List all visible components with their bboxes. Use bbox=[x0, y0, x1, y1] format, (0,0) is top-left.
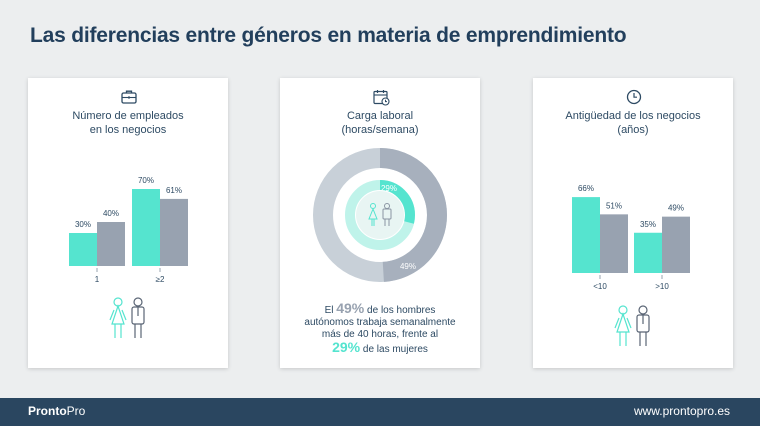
workload-title-line2: (horas/semana) bbox=[341, 124, 419, 136]
age-value-label-1-1: 49% bbox=[668, 204, 684, 213]
age-bar-1-1 bbox=[662, 216, 690, 273]
workload-donut-chart: 29% 49% bbox=[313, 148, 447, 282]
workload-card: Carga laboral (horas/semana) 29% 49% El 4… bbox=[280, 78, 480, 368]
employees-value-label-1-1: 61% bbox=[166, 186, 182, 195]
employees-chart-title: Número de empleados en los negocios bbox=[28, 109, 228, 137]
age-value-label-1-0: 35% bbox=[640, 220, 656, 229]
age-bar-0-1 bbox=[600, 214, 628, 273]
calendar-clock-icon bbox=[373, 90, 390, 106]
age-value-label-0-1: 51% bbox=[606, 201, 622, 210]
website-link[interactable]: www.prontopro.es bbox=[633, 404, 730, 418]
business-age-title-line2: (años) bbox=[617, 124, 649, 136]
age-value-label-0-0: 66% bbox=[578, 184, 594, 193]
employees-bar-0-1 bbox=[97, 222, 125, 266]
clock-icon bbox=[626, 89, 642, 105]
center-disc bbox=[356, 191, 404, 239]
employees-bar-chart: 30% 40% 1 70% 61% ≥2 bbox=[69, 176, 188, 284]
workload-chart-title: Carga laboral (horas/semana) bbox=[280, 109, 480, 137]
employees-bar-1-0 bbox=[132, 189, 160, 266]
age-bar-0-0 bbox=[572, 197, 600, 273]
employees-category-label-1: ≥2 bbox=[156, 275, 165, 284]
statement-men-value: 49% bbox=[336, 300, 365, 316]
workload-statement: El 49% de los hombres autónomos trabaja … bbox=[290, 300, 470, 356]
footer-bar: ProntoPro www.prontopro.es bbox=[0, 398, 760, 426]
brand-light: Pro bbox=[66, 404, 86, 418]
employees-value-label-0-1: 40% bbox=[103, 209, 119, 218]
employees-value-label-1-0: 70% bbox=[138, 176, 154, 185]
business-age-bar-chart: 66% 51% <10 35% 49% >10 bbox=[572, 184, 690, 291]
outer-ring-men bbox=[313, 148, 447, 282]
employees-bar-0-0 bbox=[69, 233, 97, 266]
workload-title-line1: Carga laboral bbox=[346, 110, 414, 122]
employees-card: Número de empleados en los negocios 30% 4… bbox=[28, 78, 228, 368]
inner-ring-label: 29% bbox=[381, 184, 397, 193]
age-category-label-1: >10 bbox=[655, 282, 669, 291]
gender-people-icon bbox=[614, 305, 650, 346]
age-bar-1-0 bbox=[634, 232, 662, 273]
statement-line3: más de 40 horas, frente al bbox=[321, 329, 439, 340]
gender-people-icon bbox=[109, 297, 145, 338]
statement-women-value: 29% bbox=[332, 339, 361, 355]
employees-value-label-0-0: 30% bbox=[75, 220, 91, 229]
business-age-title-line1: Antigüedad de los negocios bbox=[565, 110, 701, 122]
center-people-icon bbox=[368, 203, 392, 226]
page-title: Las diferencias entre géneros en materia… bbox=[30, 24, 627, 47]
statement-part4: de las mujeres bbox=[360, 344, 428, 355]
statement-line2: autónomos trabaja semanalmente bbox=[304, 317, 456, 328]
statement-part2: de los hombres bbox=[364, 305, 436, 316]
brand-logo[interactable]: ProntoPro bbox=[28, 404, 85, 418]
brand-bold: Pronto bbox=[28, 404, 67, 418]
employees-category-label-0: 1 bbox=[95, 275, 100, 284]
business-age-card: Antigüedad de los negocios (años) 66% 51%… bbox=[533, 78, 733, 368]
briefcase-icon bbox=[121, 90, 137, 104]
outer-ring-label: 49% bbox=[400, 262, 416, 271]
business-age-chart-title: Antigüedad de los negocios (años) bbox=[533, 109, 733, 137]
employees-title-line1: Número de empleados bbox=[72, 110, 184, 122]
age-category-label-0: <10 bbox=[593, 282, 607, 291]
employees-bar-1-1 bbox=[160, 198, 188, 266]
statement-part1: El bbox=[324, 305, 337, 316]
employees-title-line2: en los negocios bbox=[89, 124, 167, 136]
inner-ring-women bbox=[345, 180, 415, 250]
